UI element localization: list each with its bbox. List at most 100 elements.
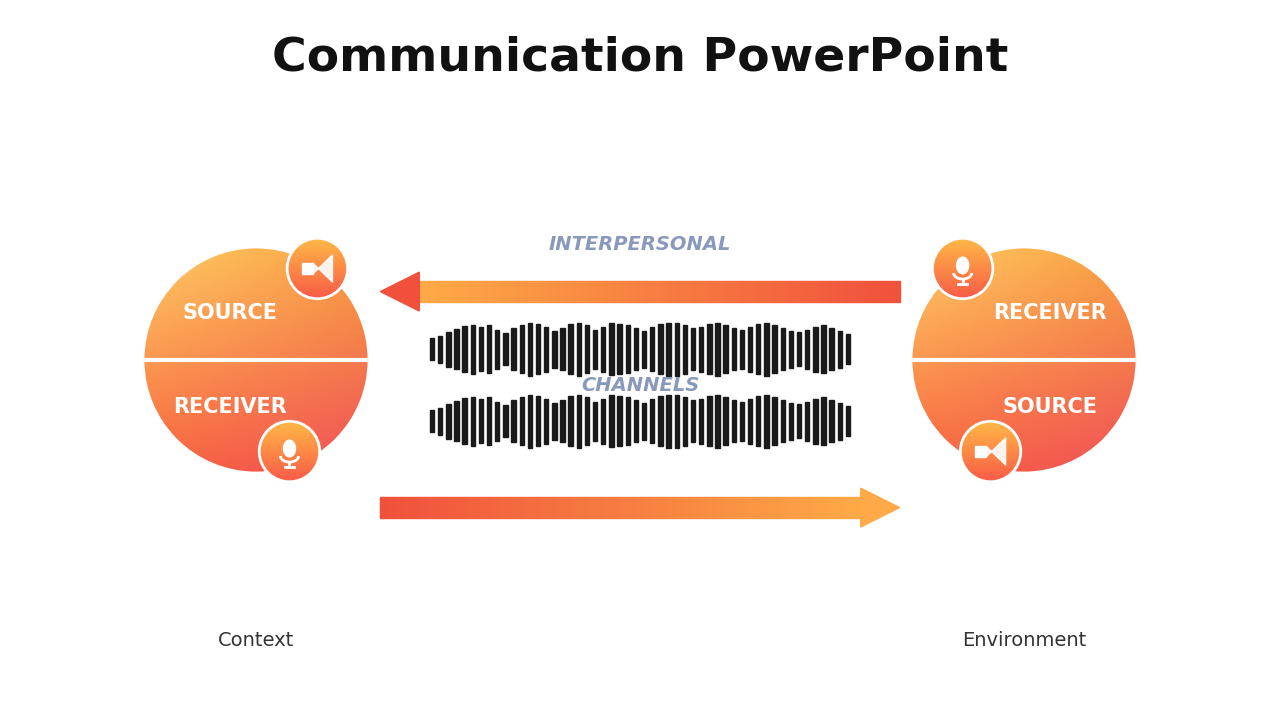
Ellipse shape [956, 257, 969, 274]
Bar [495, 281, 499, 302]
Bar [800, 281, 804, 302]
Bar [797, 332, 801, 366]
Bar [740, 281, 744, 302]
Bar [787, 281, 791, 302]
Bar [604, 497, 608, 518]
Bar [755, 281, 759, 302]
Bar [489, 497, 493, 518]
Bar [822, 325, 826, 373]
Bar [649, 497, 653, 518]
Bar [517, 497, 521, 518]
Text: CHANNELS: CHANNELS [581, 376, 699, 395]
Bar [603, 281, 608, 302]
Bar [568, 396, 573, 446]
Bar [593, 330, 598, 369]
Bar [436, 497, 440, 518]
Bar [756, 497, 760, 518]
Bar [588, 281, 591, 302]
Bar [883, 281, 887, 302]
Bar [484, 281, 488, 302]
Bar [408, 497, 412, 518]
Bar [380, 497, 384, 518]
Bar [552, 281, 556, 302]
Polygon shape [860, 488, 900, 527]
Bar [748, 399, 753, 444]
Bar [727, 281, 731, 302]
Bar [540, 497, 544, 518]
Bar [452, 281, 456, 302]
Bar [531, 281, 535, 302]
Bar [772, 281, 776, 302]
Bar [719, 281, 723, 302]
Bar [503, 281, 507, 302]
Bar [717, 497, 721, 518]
Bar [626, 397, 630, 445]
Bar [813, 327, 818, 372]
Bar [805, 330, 809, 369]
Bar [475, 281, 479, 302]
Bar [471, 397, 475, 446]
Bar [468, 497, 472, 518]
Text: RECEIVER: RECEIVER [174, 397, 287, 417]
Bar [435, 281, 439, 302]
Bar [797, 404, 801, 438]
Bar [837, 497, 841, 518]
Bar [552, 331, 557, 367]
Bar [608, 497, 613, 518]
Bar [805, 497, 809, 518]
Bar [532, 497, 536, 518]
Bar [612, 281, 616, 302]
Bar [716, 281, 719, 302]
Bar [768, 281, 772, 302]
Bar [685, 497, 689, 518]
Bar [677, 497, 681, 518]
Bar [456, 281, 460, 302]
Bar [687, 281, 691, 302]
Bar [852, 497, 856, 518]
Text: Environment: Environment [961, 631, 1087, 650]
Text: Context: Context [218, 631, 294, 650]
Bar [660, 497, 664, 518]
Bar [420, 497, 425, 518]
Bar [576, 395, 581, 448]
Bar [756, 396, 760, 446]
Bar [479, 399, 483, 444]
Bar [465, 497, 468, 518]
Text: INTERPERSONAL: INTERPERSONAL [549, 235, 731, 254]
Bar [812, 281, 815, 302]
Bar [808, 281, 812, 302]
Bar [440, 497, 444, 518]
Bar [772, 325, 777, 373]
Bar [892, 281, 896, 302]
Bar [516, 281, 520, 302]
Bar [626, 325, 630, 373]
Bar [486, 397, 492, 445]
Bar [708, 281, 712, 302]
Bar [829, 328, 833, 370]
Bar [764, 497, 769, 518]
Bar [692, 497, 696, 518]
Bar [658, 396, 663, 446]
Bar [472, 497, 476, 518]
Bar [836, 281, 840, 302]
Bar [849, 497, 852, 518]
Bar [664, 497, 668, 518]
Bar [864, 281, 868, 302]
Bar [617, 324, 622, 374]
Bar [682, 397, 687, 446]
Bar [430, 410, 434, 432]
Bar [463, 281, 467, 302]
Text: SOURCE: SOURCE [183, 303, 278, 323]
Polygon shape [986, 438, 1006, 465]
Bar [764, 323, 768, 376]
Bar [557, 497, 561, 518]
Bar [580, 281, 584, 302]
Bar [696, 497, 700, 518]
Bar [751, 281, 755, 302]
Bar [887, 281, 892, 302]
Bar [828, 281, 832, 302]
Bar [756, 324, 760, 374]
Bar [745, 497, 749, 518]
Bar [658, 324, 663, 374]
Bar [975, 446, 986, 457]
